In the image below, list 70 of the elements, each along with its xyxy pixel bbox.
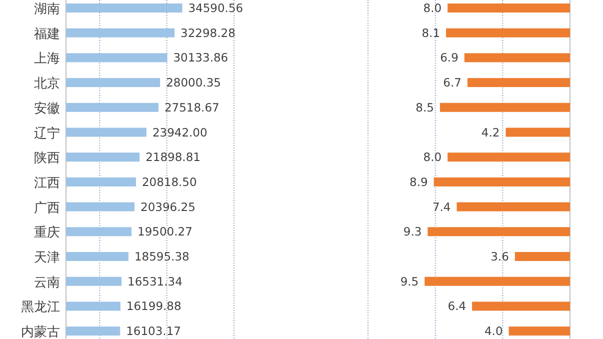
bar <box>472 302 570 311</box>
bar <box>434 177 570 186</box>
bar <box>446 28 570 38</box>
y-tick-label: 广西 <box>34 200 60 216</box>
y-tick-label: 辽宁 <box>34 125 60 142</box>
bar <box>440 102 570 112</box>
data-label: 16199.88 <box>126 299 182 314</box>
bar <box>464 53 570 62</box>
y-tick-label: 重庆 <box>34 226 60 241</box>
data-label: 16531.34 <box>128 274 182 288</box>
bar <box>467 78 570 88</box>
data-label: 8.0 <box>423 150 442 164</box>
data-label: 9.3 <box>403 224 422 239</box>
y-tick-label: 北京 <box>34 76 60 92</box>
data-label: 30133.86 <box>173 50 228 65</box>
data-label: 6.9 <box>440 50 458 65</box>
data-label: 20818.50 <box>142 174 197 189</box>
data-label: 3.6 <box>490 250 509 264</box>
data-label: 9.5 <box>400 274 419 288</box>
bar <box>66 53 168 62</box>
data-label: 6.4 <box>448 299 466 314</box>
data-label: 32298.28 <box>180 26 236 40</box>
y-tick-label: 陕西 <box>34 151 60 166</box>
data-label: 7.4 <box>432 200 451 214</box>
bar <box>66 28 175 38</box>
data-label: 8.5 <box>416 100 434 114</box>
bar <box>456 202 570 212</box>
y-tick-label: 黑龙江 <box>21 300 60 316</box>
bar <box>66 276 122 286</box>
bar <box>448 152 570 162</box>
y-tick-label: 内蒙古 <box>21 325 60 339</box>
y-tick-label: 天津 <box>34 250 60 266</box>
data-label: 21898.81 <box>146 150 200 164</box>
bar <box>66 302 120 311</box>
data-label: 8.1 <box>422 26 440 40</box>
data-label: 4.2 <box>481 125 500 140</box>
bar <box>428 227 570 236</box>
bar <box>424 276 570 286</box>
bar <box>66 202 135 212</box>
data-label: 6.7 <box>443 76 462 90</box>
bar <box>66 128 146 137</box>
data-label: 20396.25 <box>140 200 196 214</box>
bar <box>66 227 132 236</box>
data-label: 34590.56 <box>188 1 244 15</box>
bar <box>66 252 128 261</box>
bar <box>66 78 160 88</box>
bar <box>66 152 140 162</box>
y-tick-label: 湖南 <box>34 2 60 17</box>
data-label: 18595.38 <box>134 250 190 264</box>
bar <box>66 326 120 336</box>
bar <box>66 177 136 186</box>
data-label: 27518.67 <box>164 100 220 114</box>
y-tick-label: 云南 <box>34 275 60 290</box>
data-label: 28000.35 <box>166 76 221 90</box>
bar <box>66 102 158 112</box>
data-label: 8.0 <box>423 1 442 15</box>
bar <box>66 4 182 12</box>
y-tick-label: 上海 <box>34 52 60 67</box>
data-label: 4.0 <box>484 324 503 338</box>
data-label: 23942.00 <box>152 125 208 140</box>
data-label: 19500.27 <box>138 224 192 239</box>
bar <box>448 4 570 12</box>
y-tick-label: 安徽 <box>34 100 60 116</box>
data-label: 16103.17 <box>126 324 181 338</box>
bar <box>508 326 570 336</box>
bar <box>514 252 570 261</box>
data-label: 8.9 <box>410 174 428 189</box>
bar <box>506 128 570 137</box>
y-tick-label: 江西 <box>34 176 60 191</box>
y-tick-label: 福建 <box>34 26 60 42</box>
